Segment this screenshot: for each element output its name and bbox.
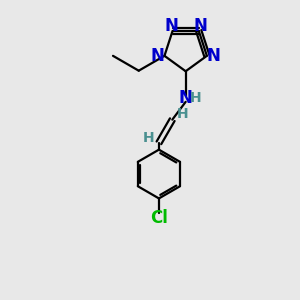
Text: Cl: Cl <box>150 209 168 227</box>
Text: N: N <box>193 17 207 35</box>
Text: H: H <box>189 91 201 105</box>
Text: N: N <box>179 89 193 107</box>
Text: H: H <box>143 131 154 146</box>
Text: N: N <box>206 47 220 65</box>
Text: N: N <box>151 47 165 65</box>
Text: H: H <box>177 107 188 121</box>
Text: N: N <box>164 17 178 35</box>
